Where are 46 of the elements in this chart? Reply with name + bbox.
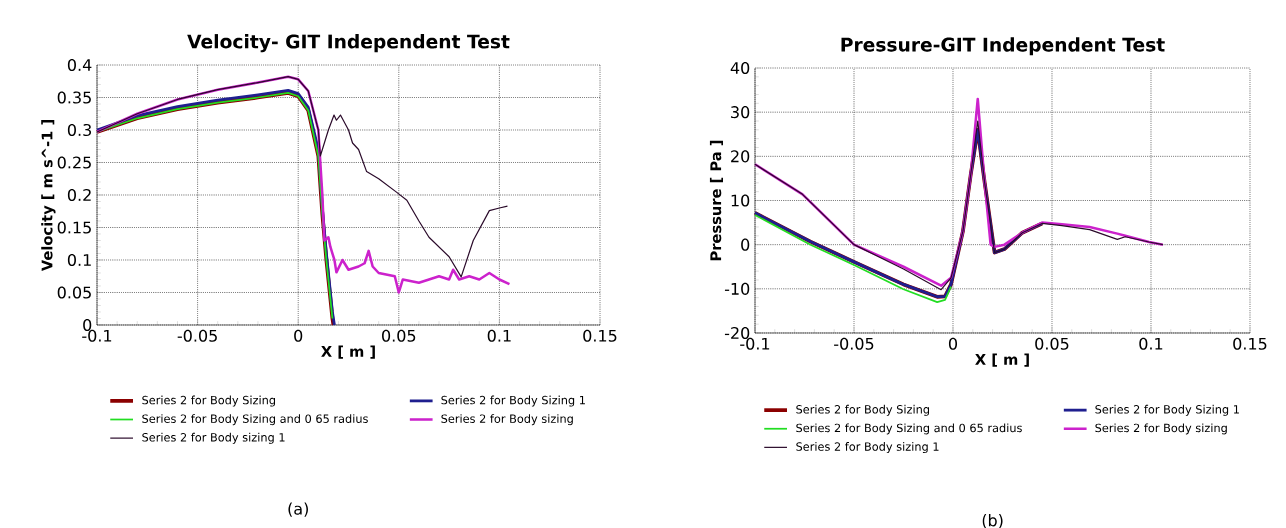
legend-label: Series 2 for Body Sizing 1 [441, 395, 585, 407]
y-tick-label: 30 [731, 106, 750, 119]
y-tick-label: 0.2 [67, 188, 91, 202]
y-tick-label: 0.25 [57, 156, 91, 169]
x-tick-label: 0.05 [1035, 337, 1069, 350]
chart-title: Pressure-GIT Independent Test [841, 37, 1165, 56]
y-tick-label: 0.4 [67, 58, 92, 72]
x-tick-label: 0 [294, 329, 303, 342]
x-axis-title: X [ m ] [975, 353, 1029, 367]
y-axis-title: Velocity [ m s^-1 ] [41, 120, 56, 272]
legend-label: Series 2 for Body Sizing 1 [1095, 404, 1239, 416]
x-tick-label: 0.15 [1233, 337, 1267, 350]
text: (b) [982, 514, 1003, 528]
y-tick-label: 40 [730, 61, 750, 75]
legend-label: Series 2 for Body sizing [441, 414, 573, 426]
y-tick-label: -10 [724, 282, 750, 295]
legend-label: Series 2 for Body Sizing and 0 65 radius [142, 414, 368, 426]
y-tick-label: 0.1 [67, 253, 91, 267]
legend-label: Series 2 for Body Sizing [796, 404, 929, 416]
x-tick-label: 0 [948, 337, 958, 350]
x-tick-label: 0.1 [487, 329, 511, 342]
y-tick-label: 0.05 [57, 286, 91, 299]
x-tick-label: -0.05 [177, 329, 217, 342]
x-tick-label: -0.1 [82, 329, 112, 342]
y-tick-label: 20 [731, 150, 750, 163]
legend-label: Series 2 for Body Sizing and 0 65 radius [796, 423, 1022, 435]
x-tick-label: 0.05 [382, 329, 416, 342]
chart-title: Velocity- GIT Independent Test [187, 34, 510, 53]
text: (a) [288, 502, 308, 517]
y-tick-label: 0.15 [57, 221, 91, 234]
y-tick-label: 0.35 [57, 91, 91, 104]
y-tick-label: 0 [83, 318, 92, 332]
legend-label: Series 2 for Body sizing 1 [142, 432, 285, 444]
y-tick-label: 10 [731, 194, 750, 207]
legend-label: Series 2 for Body sizing [1095, 423, 1227, 435]
y-tick-label: 0 [741, 238, 750, 251]
legend-label: Series 2 for Body Sizing [142, 395, 276, 407]
x-tick-label: -0.05 [834, 337, 874, 350]
x-tick-label: 0.1 [1139, 337, 1163, 350]
x-tick-label: -0.1 [740, 337, 770, 350]
x-axis-title: X [ m ] [321, 345, 375, 359]
y-axis-title: Pressure [ Pa ] [709, 140, 723, 261]
y-tick-label: 0.3 [67, 123, 92, 137]
x-tick-label: 0.15 [583, 329, 617, 342]
y-tick-label: -20 [724, 326, 750, 340]
legend-label: Series 2 for Body sizing 1 [796, 442, 939, 454]
